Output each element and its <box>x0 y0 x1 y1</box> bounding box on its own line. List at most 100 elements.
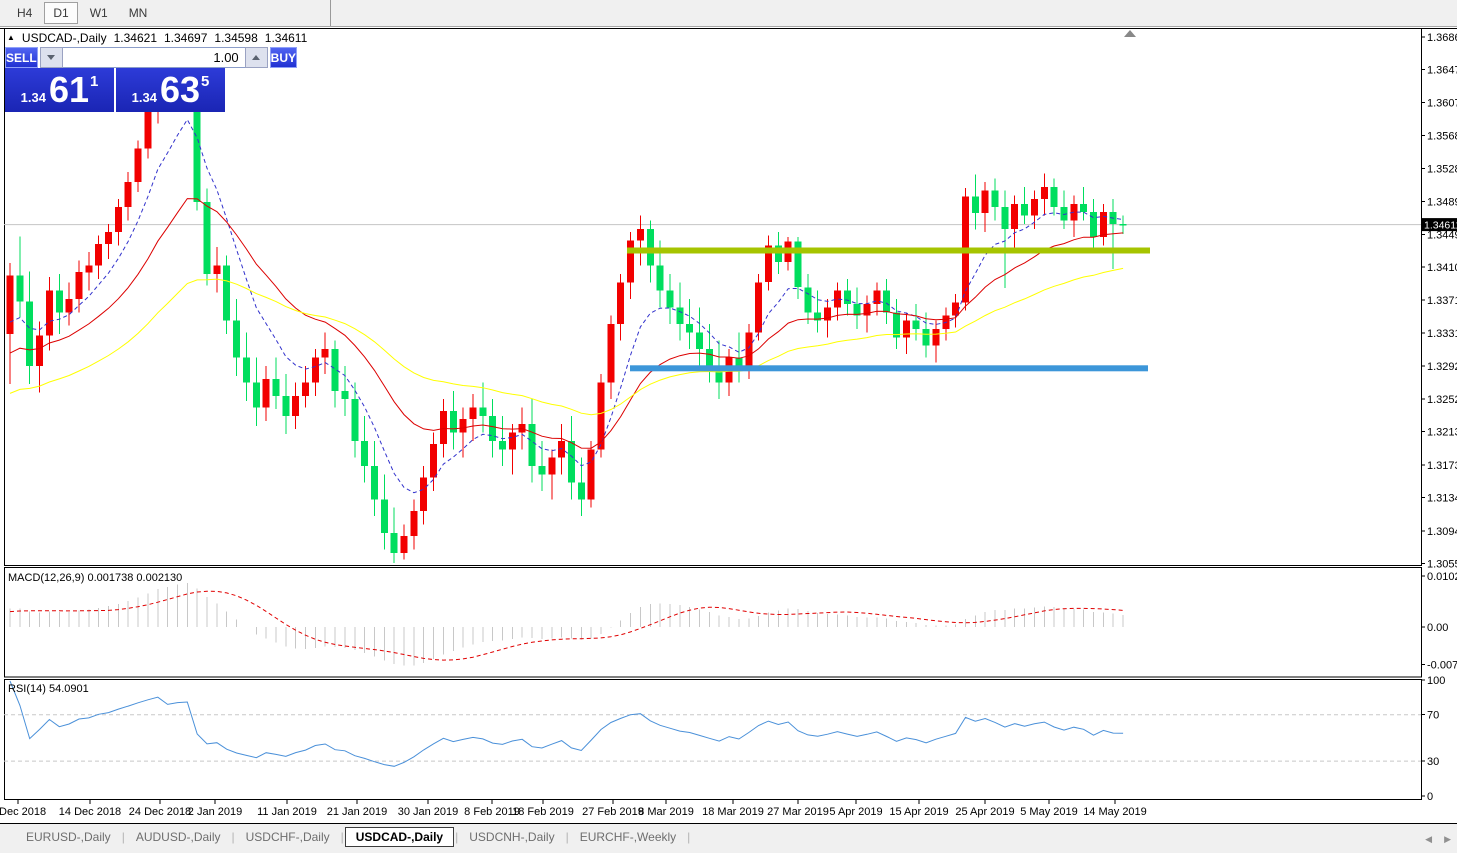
tab-separator: | <box>340 830 344 844</box>
candle <box>1001 207 1009 229</box>
volume-stepper <box>39 47 268 68</box>
candle <box>55 290 63 313</box>
candle <box>971 196 979 213</box>
candle <box>449 410 457 433</box>
candle <box>1080 203 1088 213</box>
tab-separator: | <box>231 830 235 844</box>
candle <box>459 419 467 433</box>
chart-tab-usdcad-daily[interactable]: USDCAD-,Daily <box>344 827 455 847</box>
svg-text:30 Jan 2019: 30 Jan 2019 <box>398 806 459 818</box>
candle <box>1090 212 1097 238</box>
chart-tab-audusd-daily[interactable]: AUDUSD-,Daily <box>135 830 221 844</box>
timeframe-tab-w1[interactable]: W1 <box>89 6 108 20</box>
candle <box>873 290 881 304</box>
candle <box>193 65 201 203</box>
candle <box>371 466 378 500</box>
candle <box>341 390 349 400</box>
price-axis[interactable]: 1.36860 1.36470 1.36070 1.35680 1.35280 1.348… <box>1421 32 1457 571</box>
candle <box>991 190 999 208</box>
tabs-scroll-right-icon[interactable]: ▶ <box>1444 834 1451 844</box>
resistance-line[interactable] <box>627 247 1150 254</box>
candle <box>745 332 753 371</box>
candle <box>85 265 93 273</box>
candle <box>636 228 644 241</box>
svg-text:1.33310: 1.33310 <box>1427 328 1457 340</box>
candle <box>538 466 546 475</box>
sell-price-display[interactable]: 1.34 61 1 <box>5 68 114 112</box>
tab-scroll-controls: ◀ ▶ <box>1425 834 1451 845</box>
svg-text:1.36470: 1.36470 <box>1427 64 1457 76</box>
candle <box>242 357 250 383</box>
svg-text:1.36070: 1.36070 <box>1427 98 1457 110</box>
chart-tab-usdcnh-daily[interactable]: USDCNH-,Daily <box>469 830 555 844</box>
candle <box>696 332 703 350</box>
candle <box>794 241 802 288</box>
svg-text:27 Mar 2019: 27 Mar 2019 <box>767 806 829 818</box>
candle <box>863 304 871 316</box>
ma-line-fast <box>9 118 1124 494</box>
candle <box>6 275 14 335</box>
svg-text:2 Jan 2019: 2 Jan 2019 <box>188 806 242 818</box>
svg-text:5 May 2019: 5 May 2019 <box>1020 806 1077 818</box>
candle <box>410 511 418 537</box>
sell-button[interactable]: SELL <box>5 47 38 68</box>
candle <box>124 182 132 208</box>
candle <box>932 329 940 346</box>
macd-axis[interactable]: 0.010229 0.00 -0.00747 <box>1421 571 1457 672</box>
buy-price-base: 1.34 <box>131 89 157 105</box>
candle <box>755 282 763 333</box>
collapse-trade-panel-icon[interactable]: ▲ <box>7 33 15 42</box>
svg-text:14 Dec 2018: 14 Dec 2018 <box>59 806 121 818</box>
timeframe-tab-h4[interactable]: H4 <box>17 6 33 20</box>
buy-button[interactable]: BUY <box>269 47 298 68</box>
support-line[interactable] <box>630 365 1148 372</box>
svg-text:1.33710: 1.33710 <box>1427 295 1457 307</box>
candle <box>203 202 211 274</box>
candle <box>1030 198 1038 216</box>
rsi-axis[interactable]: 100 70 30 0 <box>1421 675 1445 803</box>
candle <box>883 290 891 313</box>
candle <box>489 415 497 441</box>
svg-text:5 Apr 2019: 5 Apr 2019 <box>829 806 882 818</box>
buy-price-pips: 63 <box>159 69 200 110</box>
ohlc-high: 1.34697 <box>164 31 208 45</box>
candle <box>912 320 920 330</box>
svg-text:1.35280: 1.35280 <box>1427 164 1457 176</box>
timeframe-tab-mn[interactable]: MN <box>128 6 148 20</box>
macd-signal-line <box>9 590 1124 661</box>
candle <box>1011 203 1019 229</box>
candle <box>469 407 477 420</box>
chart-tab-eurchf-weekly[interactable]: EURCHF-,Weekly <box>579 830 677 844</box>
chart-shift-marker-icon[interactable] <box>1124 30 1136 37</box>
volume-increase-button[interactable] <box>244 47 268 68</box>
one-click-trading-panel: SELL BUY 1.34 61 1 1.34 63 5 <box>5 47 298 112</box>
buy-price-display[interactable]: 1.34 63 5 <box>116 68 225 112</box>
timeframe-tab-d1[interactable]: D1 <box>44 2 78 24</box>
candle <box>833 290 841 308</box>
svg-text:1.35680: 1.35680 <box>1427 130 1457 142</box>
volume-input[interactable] <box>62 47 245 68</box>
svg-text:1.31730: 1.31730 <box>1427 460 1457 472</box>
svg-text:1.31340: 1.31340 <box>1427 493 1457 505</box>
candle <box>400 536 408 553</box>
candle <box>597 382 605 450</box>
candle <box>567 440 575 483</box>
svg-text:-0.00747: -0.00747 <box>1427 659 1457 671</box>
candle <box>233 320 241 358</box>
tab-separator: | <box>565 830 569 844</box>
tabs-scroll-left-icon[interactable]: ◀ <box>1425 834 1433 844</box>
candle <box>252 382 260 408</box>
svg-text:0.00: 0.00 <box>1427 622 1448 634</box>
candle <box>627 240 635 283</box>
chart-tab-eurusd-daily[interactable]: EURUSD-,Daily <box>26 830 111 844</box>
chart-tab-bar: EURUSD-,Daily | AUDUSD-,Daily | USDCHF-,Dail… <box>0 823 1457 853</box>
candle <box>36 335 44 366</box>
macd-label: MACD(12,26,9) 0.001738 0.002130 <box>8 572 182 584</box>
volume-decrease-button[interactable] <box>39 47 63 68</box>
chart-tab-usdchf-daily[interactable]: USDCHF-,Daily <box>245 830 330 844</box>
candle <box>774 245 782 263</box>
candle <box>105 232 112 244</box>
candle <box>853 304 861 316</box>
